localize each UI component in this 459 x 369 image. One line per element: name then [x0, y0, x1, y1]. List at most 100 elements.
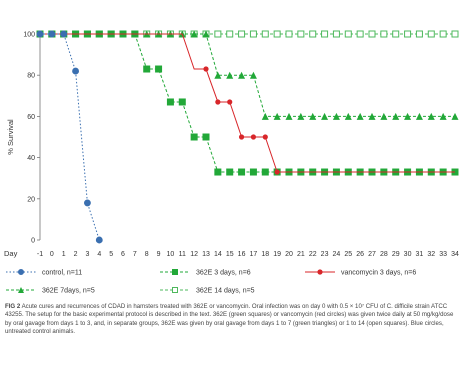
data-point	[332, 30, 340, 38]
data-point	[427, 112, 435, 120]
data-point	[202, 133, 210, 141]
data-point	[404, 112, 412, 120]
data-point	[380, 30, 388, 38]
legend-marker	[17, 268, 25, 276]
series-line	[40, 33, 455, 173]
x-tick-label: 4	[97, 251, 101, 258]
data-point	[321, 112, 329, 120]
data-point	[250, 134, 257, 140]
data-point	[238, 168, 246, 176]
x-axis-label: Day	[4, 249, 18, 258]
data-point	[356, 112, 364, 120]
data-point	[143, 65, 151, 73]
x-tick-label: 6	[121, 251, 125, 258]
x-tick-label: 1	[62, 251, 66, 258]
figure-label: FIG 2	[5, 303, 21, 310]
series-line	[40, 33, 455, 117]
data-point	[297, 112, 305, 120]
data-point	[36, 30, 44, 38]
x-tick-label: 34	[451, 251, 459, 258]
data-point	[203, 66, 209, 72]
figure-caption: FIG 2 Acute cures and recurrences of CDA…	[5, 303, 455, 337]
data-point	[72, 67, 80, 75]
data-point	[155, 65, 163, 73]
legend-marker	[172, 269, 178, 275]
x-tick-label: 33	[439, 251, 447, 258]
x-tick-label: 7	[133, 251, 137, 258]
data-point	[285, 112, 293, 120]
data-point	[261, 30, 269, 38]
data-point	[285, 30, 293, 38]
x-tick-label: 23	[321, 251, 329, 258]
x-tick-label: 19	[273, 251, 281, 258]
y-tick-label: 80	[27, 73, 35, 80]
data-point	[273, 112, 281, 120]
x-tick-label: 15	[226, 251, 234, 258]
y-axis-label: % Survival	[6, 119, 15, 155]
data-point	[261, 168, 269, 176]
data-point	[178, 98, 186, 106]
x-tick-label: 8	[145, 251, 149, 258]
data-point	[238, 134, 245, 140]
data-point	[321, 30, 329, 38]
x-tick-label: 2	[74, 251, 78, 258]
data-point	[392, 112, 400, 120]
y-tick-label: 100	[23, 32, 35, 39]
series-0	[36, 30, 103, 244]
x-tick-label: -1	[37, 251, 43, 258]
data-point	[332, 112, 340, 120]
legend-marker	[172, 287, 178, 293]
legend-item: 362E 3 days, n=6	[160, 269, 251, 277]
chart-series	[36, 30, 459, 244]
legend-label: 362E 14 days, n=5	[196, 288, 255, 295]
x-tick-label: 29	[392, 251, 400, 258]
data-point	[249, 168, 257, 176]
series-line	[40, 33, 455, 173]
figure-caption-text: Acute cures and recurrences of CDAD in h…	[5, 303, 454, 336]
data-point	[226, 30, 234, 38]
x-tick-label: 25	[344, 251, 352, 258]
x-tick-label: 27	[368, 251, 376, 258]
legend-label: 362E 7days, n=5	[42, 288, 95, 295]
y-tick-label: 20	[27, 196, 35, 203]
data-point	[392, 30, 400, 38]
x-tick-label: 14	[214, 251, 222, 258]
series-line	[40, 33, 100, 241]
data-point	[368, 30, 376, 38]
data-point	[83, 199, 91, 207]
data-point	[415, 30, 423, 38]
data-point	[273, 30, 281, 38]
data-point	[261, 112, 269, 120]
legend-item: control, n=11	[6, 268, 82, 277]
x-tick-label: 10	[167, 251, 175, 258]
data-point	[214, 168, 222, 176]
data-point	[404, 30, 412, 38]
data-point	[451, 30, 459, 38]
data-point	[190, 133, 198, 141]
legend-marker	[317, 269, 323, 275]
data-point	[95, 236, 103, 244]
data-point	[356, 30, 364, 38]
data-point	[60, 30, 68, 38]
x-tick-label: 0	[50, 251, 54, 258]
data-point	[190, 30, 198, 38]
x-tick-label: 9	[157, 251, 161, 258]
chart-legend: control, n=11 362E 3 days, n=6 vancomycin …	[6, 268, 416, 295]
legend-label: 362E 3 days, n=6	[196, 270, 251, 277]
data-point	[238, 30, 246, 38]
legend-item: 362E 14 days, n=5	[160, 287, 255, 295]
data-point	[238, 71, 246, 79]
x-tick-label: 21	[297, 251, 305, 258]
data-point	[274, 169, 280, 175]
legend-item: 362E 7days, n=5	[6, 287, 95, 295]
legend-label: control, n=11	[42, 270, 82, 277]
data-point	[214, 71, 222, 79]
data-point	[262, 134, 268, 140]
x-tick-label: 11	[179, 251, 186, 258]
data-point	[309, 112, 317, 120]
x-tick-label: 32	[427, 251, 435, 258]
x-tick-label: 17	[250, 251, 258, 258]
legend-item: vancomycin 3 days, n=6	[305, 269, 416, 277]
x-tick-label: 5	[109, 251, 113, 258]
